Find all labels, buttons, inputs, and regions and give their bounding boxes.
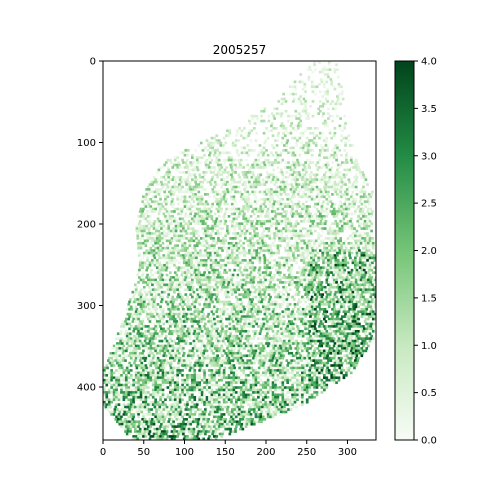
y-axis: 0 100 200 300 400 [77, 57, 103, 394]
colorbar-tick-label: 3.5 [421, 104, 437, 115]
colorbar-tick-label: 1.0 [421, 341, 437, 352]
x-tick-label: 200 [256, 447, 275, 458]
colorbar: 0.0 0.5 1.0 1.5 2.0 2.5 3.0 3.5 4.0 [394, 57, 437, 447]
colorbar-ticks: 0.0 0.5 1.0 1.5 2.0 2.5 3.0 3.5 4.0 [414, 57, 437, 447]
colorbar-tick-label: 2.5 [421, 199, 437, 210]
y-tick-label: 100 [77, 138, 96, 149]
colorbar-tick-label: 4.0 [421, 57, 437, 68]
x-axis: 0 50 100 150 200 250 300 [100, 440, 357, 458]
y-tick-label: 400 [77, 383, 96, 394]
x-tick-label: 100 [175, 447, 194, 458]
colorbar-tick-label: 3.0 [421, 151, 437, 162]
heatmap-image [103, 61, 376, 440]
colorbar-tick-label: 0.5 [421, 388, 437, 399]
x-tick-label: 250 [297, 447, 316, 458]
x-tick-label: 300 [338, 447, 357, 458]
chart-title: 2005257 [213, 43, 266, 57]
y-tick-label: 300 [77, 301, 96, 312]
colorbar-tick-label: 0.0 [421, 436, 437, 447]
colorbar-tick-label: 2.0 [421, 246, 437, 257]
x-tick-label: 150 [216, 447, 235, 458]
x-tick-label: 50 [137, 447, 150, 458]
colorbar-gradient [394, 60, 415, 441]
plot-frame [102, 60, 377, 441]
x-tick-label: 0 [100, 447, 106, 458]
y-tick-label: 200 [77, 220, 96, 231]
plot-area: 0 50 100 150 200 250 300 0 100 200 300 400 [77, 57, 377, 458]
colorbar-tick-label: 1.5 [421, 293, 437, 304]
y-tick-label: 0 [90, 57, 96, 68]
